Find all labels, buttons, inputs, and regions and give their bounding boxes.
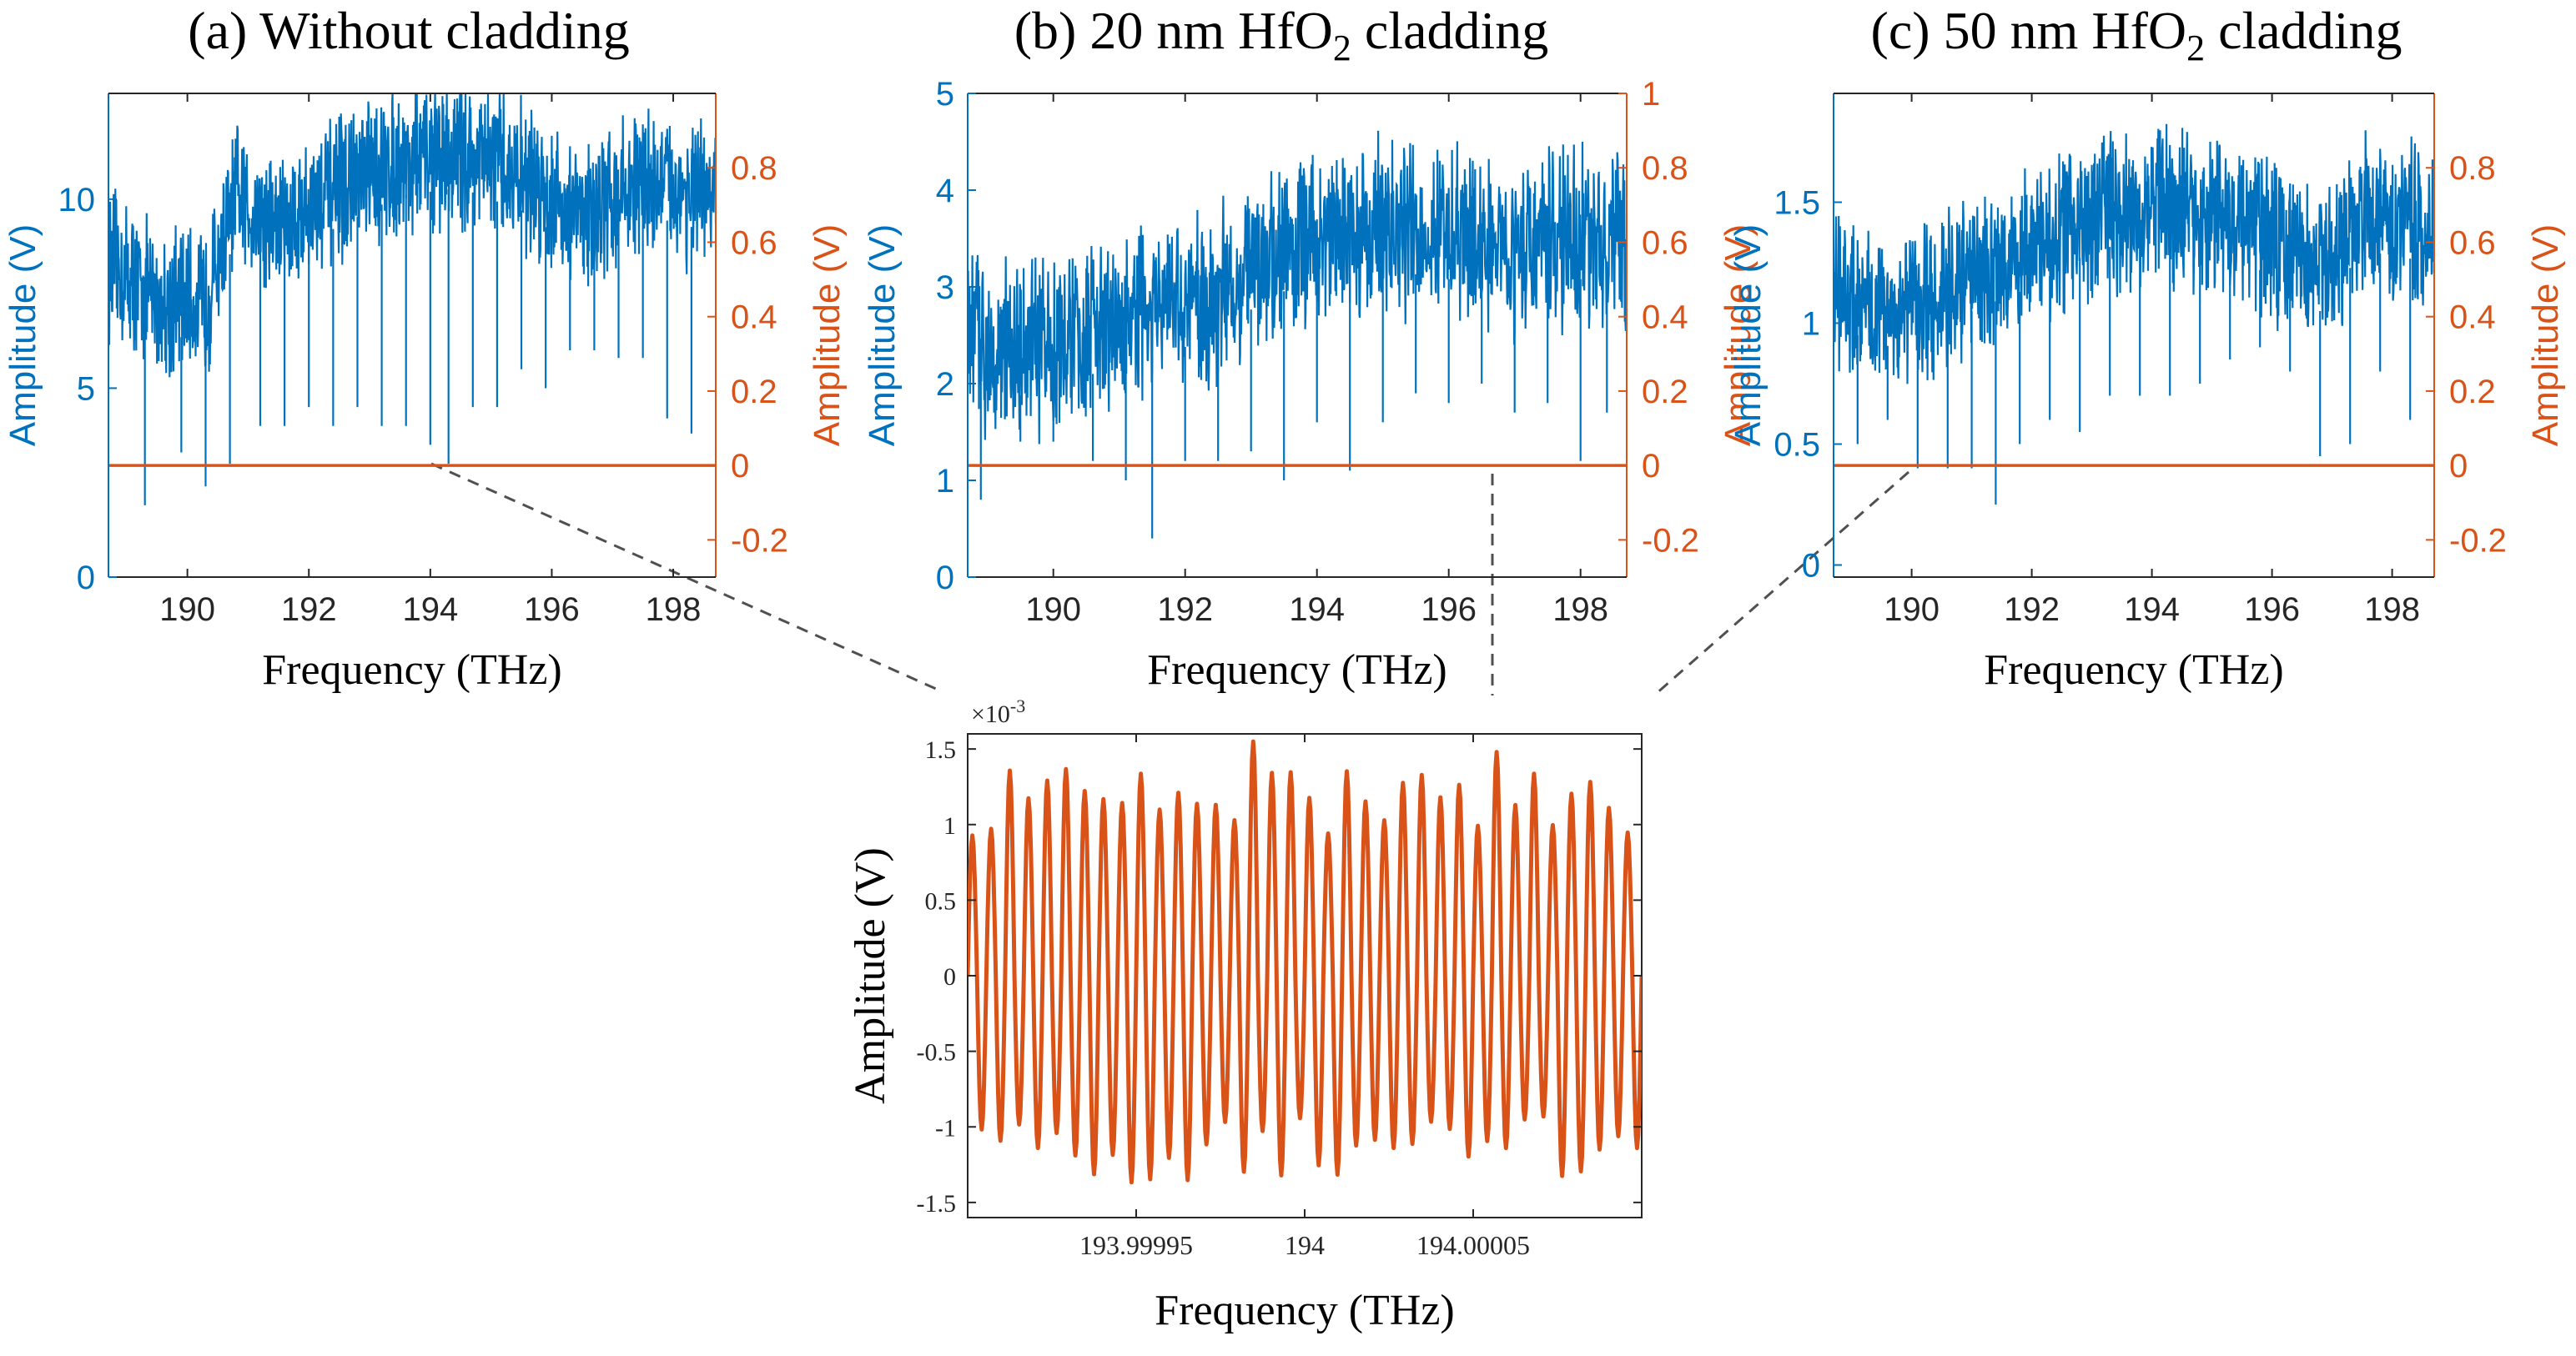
inset-y-tick-label: 0.5 bbox=[925, 887, 957, 915]
x-tick-label: 194 bbox=[2124, 591, 2180, 628]
panel-b-title: (b) 20 nm HfO2 cladding bbox=[1014, 1, 1549, 68]
y-right-axis-label: Amplitude (V) bbox=[2525, 224, 2566, 447]
x-axis-label: Frequency (THz) bbox=[1147, 646, 1447, 694]
x-tick-label: 190 bbox=[159, 591, 215, 628]
y-right-tick-label: 1 bbox=[1642, 76, 1660, 113]
y-right-tick-label: 0.6 bbox=[2449, 224, 2496, 261]
x-tick-label: 196 bbox=[2244, 591, 2300, 628]
y-right-tick-label: 0.2 bbox=[1642, 374, 1688, 410]
y-left-tick-label: 0 bbox=[936, 560, 954, 596]
y-left-tick-label: 1 bbox=[936, 463, 954, 500]
y-right-tick-label: -0.2 bbox=[1642, 522, 1699, 559]
inset-y-tick-label: 1 bbox=[943, 812, 956, 840]
y-left-tick-label: 10 bbox=[58, 182, 96, 218]
y-right-axis-label: Amplitude (V) bbox=[807, 224, 848, 447]
y-right-tick-label: 0 bbox=[1642, 448, 1660, 485]
connector-line-c bbox=[1655, 470, 1909, 696]
inset-x-tick-label: 194 bbox=[1285, 1230, 1325, 1260]
series-blue-line bbox=[968, 130, 1627, 444]
inset-y-tick-label: 1.5 bbox=[925, 736, 957, 764]
y-left-tick-label: 5 bbox=[936, 76, 954, 113]
y-right-tick-label: 0.2 bbox=[731, 374, 777, 410]
y-right-tick-label: 0.4 bbox=[2449, 299, 2496, 336]
y-right-axis-label: Amplitude (V) bbox=[1718, 224, 1758, 447]
y-right-tick-label: 0.6 bbox=[1642, 224, 1688, 261]
y-right-tick-label: 0.6 bbox=[731, 224, 777, 261]
x-axis-label: Frequency (THz) bbox=[1984, 646, 2284, 694]
y-left-tick-label: 2 bbox=[936, 366, 954, 403]
x-tick-label: 192 bbox=[1157, 591, 1213, 628]
inset-oscillation-line bbox=[968, 739, 1642, 1185]
x-tick-label: 190 bbox=[1025, 591, 1081, 628]
inset-y-tick-label: 0 bbox=[943, 963, 956, 991]
y-right-tick-label: -0.2 bbox=[2449, 522, 2507, 559]
y-left-axis-label: Amplitude (V) bbox=[862, 224, 903, 447]
inset-x-axis-label: Frequency (THz) bbox=[1155, 1287, 1455, 1334]
y-left-tick-label: 0.5 bbox=[1774, 427, 1820, 464]
x-tick-label: 198 bbox=[2364, 591, 2420, 628]
y-right-tick-label: -0.2 bbox=[731, 522, 788, 559]
y-left-tick-label: 0 bbox=[77, 560, 95, 596]
y-right-tick-label: 0.8 bbox=[731, 150, 777, 187]
panel-a-chart: 190 192 194 196 198 0 5 10 -0.2 0 0.2 0.4 0.6 0.8 Freq… bbox=[3, 93, 848, 694]
y-left-axis-label: Amplitude (V) bbox=[3, 224, 43, 447]
series-blue-line bbox=[108, 93, 716, 378]
x-tick-label: 196 bbox=[524, 591, 580, 628]
y-left-tick-label: 4 bbox=[936, 173, 954, 209]
inset-x-tick-label: 193.99995 bbox=[1079, 1230, 1193, 1260]
y-left-tick-label: 0 bbox=[1802, 548, 1820, 585]
inset-y-scale-label: ×10-3 bbox=[971, 696, 1025, 728]
x-tick-label: 194 bbox=[402, 591, 458, 628]
panel-c-chart: 190 192 194 196 198 0 0.5 1 1.5 -0.2 0 0.2 0.4 0.6 0.8… bbox=[1728, 93, 2566, 694]
inset-y-tick-label: -1.5 bbox=[917, 1190, 957, 1218]
x-tick-label: 198 bbox=[646, 591, 702, 628]
y-left-axis-label: Amplitude (V) bbox=[1728, 224, 1768, 447]
inset-y-axis-label: Amplitude (V) bbox=[847, 847, 894, 1104]
series-blue-line bbox=[1834, 123, 2434, 384]
y-right-tick-label: 0.4 bbox=[731, 299, 777, 336]
y-right-tick-label: 0.8 bbox=[2449, 150, 2496, 187]
y-right-tick-label: 0 bbox=[2449, 448, 2468, 485]
y-left-tick-label: 3 bbox=[936, 269, 954, 306]
x-tick-label: 196 bbox=[1421, 591, 1477, 628]
x-tick-label: 192 bbox=[281, 591, 337, 628]
inset-y-tick-label: -1 bbox=[935, 1114, 956, 1142]
y-right-tick-label: 0.8 bbox=[1642, 150, 1688, 187]
x-tick-label: 190 bbox=[1884, 591, 1940, 628]
inset-y-tick-label: -0.5 bbox=[917, 1039, 957, 1067]
inset-chart: -1.5 -1 -0.5 0 0.5 1 1.5 193.99995 194 194.00005 ×… bbox=[847, 696, 1643, 1334]
x-tick-label: 198 bbox=[1552, 591, 1608, 628]
panel-c-title: (c) 50 nm HfO2 cladding bbox=[1871, 1, 2402, 68]
y-left-tick-label: 1 bbox=[1802, 306, 1820, 343]
y-right-tick-label: 0.4 bbox=[1642, 299, 1688, 336]
panel-b-chart: 190 192 194 196 198 0 1 2 3 4 5 -0.2 0 0.2 0.4 0.6 0.8 1 F… bbox=[862, 76, 1758, 694]
connector-line-a bbox=[430, 462, 937, 691]
x-tick-label: 194 bbox=[1289, 591, 1345, 628]
y-left-tick-label: 1.5 bbox=[1774, 185, 1820, 222]
panel-a-title: (a) Without cladding bbox=[188, 1, 629, 60]
x-tick-label: 192 bbox=[2004, 591, 2060, 628]
inset-x-tick-label: 194.00005 bbox=[1416, 1230, 1530, 1260]
y-right-tick-label: 0.2 bbox=[2449, 374, 2496, 410]
y-right-tick-label: 0 bbox=[731, 448, 749, 485]
y-left-tick-label: 5 bbox=[77, 370, 95, 407]
x-axis-label: Frequency (THz) bbox=[262, 646, 562, 694]
